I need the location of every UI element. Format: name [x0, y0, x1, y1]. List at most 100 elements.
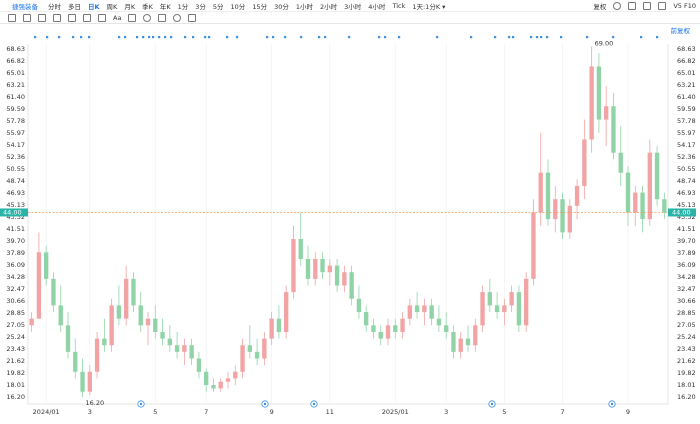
delete-tool[interactable]: [188, 13, 197, 22]
event-dot: [612, 36, 615, 39]
event-dot: [266, 36, 269, 39]
y-tick-label-left: 55.97: [6, 129, 25, 137]
y-tick-label-right: 57.78: [677, 117, 696, 125]
edit-icon[interactable]: [643, 1, 652, 10]
measure-tool[interactable]: [83, 13, 91, 22]
text-tool[interactable]: Aa: [113, 13, 122, 22]
period[interactable]: 分时: [48, 2, 61, 11]
eye-tool[interactable]: [173, 13, 182, 22]
event-dot: [640, 36, 643, 39]
candle-body: [604, 106, 609, 120]
period[interactable]: 4小时: [368, 2, 386, 11]
period[interactable]: 1小时: [295, 2, 314, 11]
period[interactable]: 月K: [124, 2, 136, 11]
lock-tool[interactable]: [158, 13, 167, 22]
period[interactable]: 季K: [142, 2, 153, 11]
candle-body: [196, 358, 202, 372]
magnet-tool[interactable]: [143, 13, 152, 22]
right-tools[interactable]: V5 F10: [673, 1, 696, 10]
period[interactable]: 1天:1分K ▾: [412, 2, 446, 11]
candle-body: [385, 325, 391, 339]
y-tick-label-left: 45.13: [6, 201, 25, 209]
candle-body: [189, 345, 194, 359]
adjust-button[interactable]: 复权: [593, 2, 607, 11]
y-tick-label-left: 59.59: [6, 105, 25, 113]
fib-tool[interactable]: [68, 13, 76, 22]
event-marker-dot: [490, 402, 494, 406]
candle-body: [618, 152, 623, 173]
period[interactable]: 15分: [252, 2, 268, 11]
y-tick-label-left: 19.82: [6, 369, 25, 377]
candle-body: [458, 338, 463, 352]
adjust-mode[interactable]: 前复权: [671, 26, 691, 35]
stock-name: 捷强装备: [12, 2, 38, 11]
settings-icon[interactable]: [613, 1, 622, 10]
period[interactable]: 1分: [177, 2, 189, 11]
candle-body: [102, 338, 107, 346]
period[interactable]: 多日: [68, 2, 81, 11]
move-tool[interactable]: [8, 13, 16, 22]
channel-tool[interactable]: [53, 13, 61, 22]
event-marker-dot: [312, 402, 316, 406]
camera-icon[interactable]: [628, 1, 637, 10]
event-dot: [284, 36, 287, 39]
arrow-tool[interactable]: [98, 13, 106, 22]
event-marker-dot: [139, 402, 143, 406]
y-tick-label-right: 37.89: [677, 249, 696, 257]
y-tick-label-left: 43.32: [6, 213, 25, 221]
candle-body: [574, 185, 580, 206]
candle-body: [269, 318, 274, 339]
period[interactable]: 10分: [230, 2, 246, 11]
event-dot: [136, 36, 139, 39]
period[interactable]: 5分: [212, 2, 224, 11]
candle-body: [451, 331, 456, 352]
event-dot: [158, 36, 161, 39]
candle-body: [465, 338, 471, 346]
candle-body: [116, 305, 122, 319]
event-dot: [300, 36, 303, 39]
candle-body: [364, 312, 369, 326]
candle-body: [407, 305, 412, 319]
candle-body: [444, 325, 449, 332]
x-tick-label: 2025/01: [382, 408, 409, 416]
window-icon[interactable]: [658, 1, 667, 10]
period[interactable]: 2小时: [320, 2, 338, 11]
candle-body: [58, 305, 63, 326]
candle-body: [654, 152, 660, 200]
period[interactable]: 30分: [274, 2, 289, 11]
event-dot: [508, 36, 511, 39]
candle-body: [589, 66, 594, 140]
event-dot: [530, 36, 533, 39]
price-tag: [668, 208, 696, 217]
brush-tool[interactable]: [128, 13, 137, 22]
y-tick-label-right: 52.36: [677, 153, 696, 161]
period[interactable]: 3小时: [344, 2, 362, 11]
candle-body: [662, 199, 667, 213]
period[interactable]: 周K: [106, 2, 118, 11]
period[interactable]: 3分: [195, 2, 206, 11]
candle-body: [393, 325, 398, 332]
candle-body: [29, 318, 34, 326]
price-tag-label: 44.00: [3, 208, 22, 216]
y-tick-label-left: 23.43: [6, 345, 25, 353]
event-dot: [142, 36, 145, 39]
period[interactable]: 日K: [88, 2, 100, 11]
y-tick-label-left: 18.01: [6, 381, 25, 389]
y-tick-label-left: 39.70: [6, 237, 25, 245]
event-dot: [272, 36, 275, 39]
event-dot: [34, 36, 37, 39]
candle-body: [516, 292, 522, 326]
ray-tool[interactable]: [38, 13, 46, 22]
event-dot: [88, 36, 91, 39]
candle-body: [494, 305, 500, 313]
candle-body: [414, 305, 420, 313]
y-tick-label-right: 55.97: [677, 129, 696, 137]
event-dot: [46, 36, 49, 39]
line-tool[interactable]: [23, 13, 31, 22]
y-tick-label-right: 61.40: [677, 93, 696, 101]
candle-body: [124, 278, 129, 319]
period[interactable]: Tick: [392, 1, 406, 10]
event-dot: [536, 36, 539, 39]
period[interactable]: 年K: [159, 2, 171, 11]
event-dot: [118, 36, 121, 39]
